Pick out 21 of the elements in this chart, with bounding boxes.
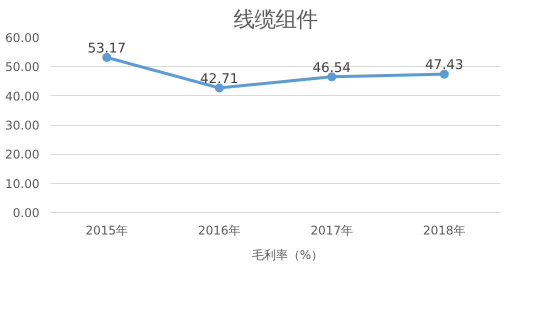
data-label: 47.43 <box>425 58 464 74</box>
data-label: 42.71 <box>200 72 238 87</box>
y-tick-label: 0.00 <box>12 206 40 220</box>
y-tick-label: 10.00 <box>5 176 40 191</box>
y-tick-label: 40.00 <box>5 89 40 104</box>
y-tick-label: 60.00 <box>5 31 40 45</box>
point <box>102 52 112 62</box>
data-label: 53.17 <box>88 41 126 56</box>
x-tick-label: 2015年 <box>85 224 128 238</box>
point <box>214 83 224 92</box>
y-tick-label: 30.00 <box>5 118 40 132</box>
x-tick-label: 2017年 <box>310 224 354 238</box>
chart-title: 线缆组件 <box>234 8 318 32</box>
point <box>327 72 336 82</box>
y-tick-label: 20.00 <box>5 148 40 162</box>
y-tick-label: 50.00 <box>5 60 40 74</box>
text: 毛利率（%） <box>252 246 324 264</box>
data-label: 46.54 <box>312 60 351 76</box>
x-tick-label: 2016年 <box>198 224 241 238</box>
point <box>440 70 449 79</box>
x-tick-label: 2018年 <box>422 224 466 238</box>
